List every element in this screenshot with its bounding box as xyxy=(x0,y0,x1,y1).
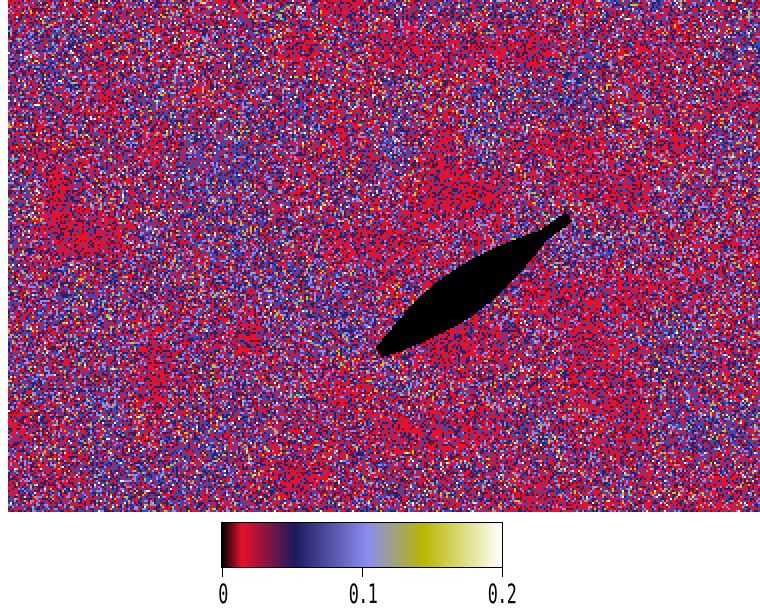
map-image xyxy=(8,0,760,512)
colorbar-tick-label-0: 0 xyxy=(218,579,228,610)
colorbar-tick-1 xyxy=(362,568,363,577)
colorbar-tick-0 xyxy=(222,568,223,577)
colorbar xyxy=(221,522,503,568)
colorbar-tick-2 xyxy=(502,568,503,577)
colorbar-tick-label-1: 0.1 xyxy=(348,579,378,610)
colorbar-tick-label-2: 0.2 xyxy=(487,579,517,610)
raster-map-canvas xyxy=(8,0,760,512)
